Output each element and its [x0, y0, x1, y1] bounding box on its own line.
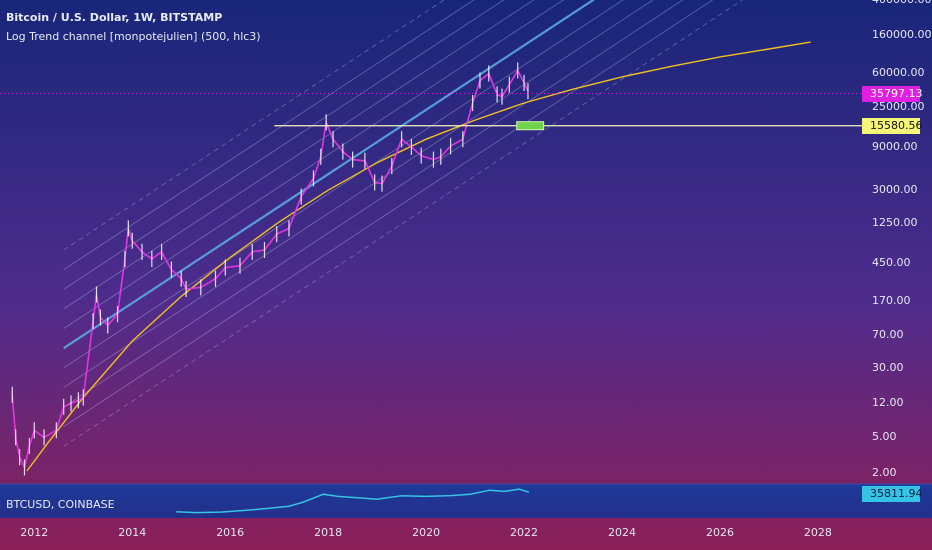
x-tick-label: 2018 [314, 526, 343, 539]
y-tick-label: 1250.00 [872, 216, 918, 230]
y-tick-label: 160000.00 [872, 28, 932, 42]
y-tick-label: 170.00 [872, 293, 911, 307]
subchart-background [0, 484, 932, 518]
subchart-line[interactable] [176, 488, 530, 514]
channel-line-4 [63, 0, 475, 270]
channel-line-6 [63, 0, 624, 369]
indicator-legend[interactable]: Log Trend channel [monpotejulien] (500, … [6, 30, 261, 43]
channel-line-9 [63, 0, 714, 427]
x-tick-label: 2014 [118, 526, 147, 539]
y-tick-label: 9000.00 [872, 139, 918, 153]
channel-line-1 [63, 0, 565, 329]
x-tick-label: 2020 [412, 526, 441, 539]
price-layer [11, 62, 529, 476]
channel-line-3 [63, 0, 505, 290]
y-tick-label: 5.00 [872, 430, 897, 444]
subchart-value-badge: 35811.94 [862, 486, 923, 502]
x-tick-label: 2022 [510, 526, 539, 539]
trend-midline[interactable] [63, 0, 671, 350]
y-tick-label: 12.00 [872, 396, 904, 410]
regression-curve[interactable] [26, 41, 811, 472]
zone-box[interactable] [516, 121, 545, 131]
y-tick-label: 70.00 [872, 328, 904, 342]
channel-line-10 [63, 0, 744, 447]
y-tick-label: 60000.00 [872, 66, 925, 80]
y-tick-label: 400000.00 [872, 0, 932, 6]
y-tick-label: 25000.00 [872, 100, 925, 114]
y-tick-label: 3000.00 [872, 182, 918, 196]
x-tick-label: 2016 [216, 526, 245, 539]
x-tick-label: 2012 [20, 526, 49, 539]
channel-line-2 [63, 0, 535, 310]
level-layer [0, 93, 862, 131]
last-price-badge: 35797.13 [862, 85, 923, 102]
subchart-symbol-label[interactable]: BTCUSD, COINBASE [6, 498, 115, 511]
regression-curve-layer [26, 41, 811, 472]
y-tick-label: 2.00 [872, 465, 897, 479]
x-tick-label: 2024 [608, 526, 636, 539]
chart-title[interactable]: Bitcoin / U.S. Dollar, 1W, BITSTAMP [6, 11, 223, 24]
y-tick-label: 30.00 [872, 360, 904, 374]
x-tick-label: 2026 [705, 526, 734, 539]
y-tick-label: 450.00 [872, 256, 911, 270]
level-price-badge: 15580.56 [862, 117, 923, 134]
subchart-layer [176, 488, 530, 514]
x-tick-label: 2028 [803, 526, 832, 539]
